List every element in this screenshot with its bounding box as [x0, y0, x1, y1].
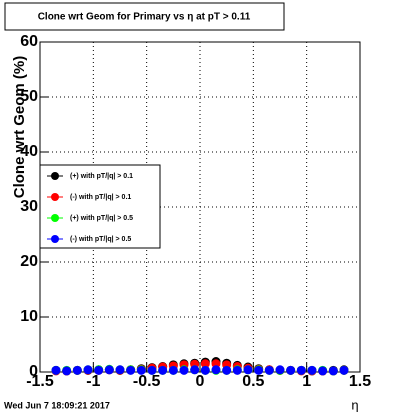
- y-tick-label: 60: [20, 33, 38, 50]
- data-point: [104, 365, 114, 375]
- legend-marker: [51, 214, 59, 222]
- data-point: [254, 365, 264, 375]
- legend-label: (+) with pT/|q| > 0.5: [70, 215, 133, 222]
- data-point: [200, 365, 210, 375]
- legend-label: (+) with pT/|q| > 0.1: [70, 173, 133, 180]
- legend-marker: [51, 172, 59, 180]
- data-point: [328, 366, 338, 376]
- data-point: [126, 365, 136, 375]
- data-point: [190, 365, 200, 375]
- x-tick-label: 1.5: [349, 373, 371, 390]
- data-point: [83, 365, 93, 375]
- x-axis-label: η: [351, 397, 358, 412]
- data-point: [179, 365, 189, 375]
- y-tick-label: 30: [20, 198, 38, 215]
- title-box: [4, 2, 285, 31]
- data-point: [62, 366, 72, 376]
- data-point: [72, 365, 82, 375]
- data-point: [275, 365, 285, 375]
- data-point: [243, 365, 253, 375]
- data-point: [232, 365, 242, 375]
- x-tick-label: 1: [302, 373, 311, 390]
- y-tick-label: 20: [20, 253, 38, 270]
- legend-box: [39, 164, 161, 249]
- chart-title: Clone wrt Geom for Primary vs η at pT > …: [38, 12, 251, 23]
- legend-marker: [51, 193, 59, 201]
- data-point: [147, 365, 157, 375]
- x-tick-label: -1.5: [26, 373, 54, 390]
- legend-marker: [51, 235, 59, 243]
- data-point: [115, 365, 125, 375]
- data-point: [158, 365, 168, 375]
- data-point: [51, 365, 61, 375]
- data-point: [168, 365, 178, 375]
- y-tick-label: 10: [20, 308, 38, 325]
- data-point: [211, 365, 221, 375]
- y-tick-label: 50: [20, 88, 38, 105]
- x-tick-label: -1: [86, 373, 100, 390]
- data-point: [264, 365, 274, 375]
- x-tick-label: 0: [196, 373, 205, 390]
- x-tick-label: 0.5: [242, 373, 264, 390]
- data-point: [339, 365, 349, 375]
- data-point: [318, 366, 328, 376]
- legend-label: (-) with pT/|q| > 0.5: [70, 236, 131, 243]
- data-point: [94, 365, 104, 375]
- y-tick-label: 40: [20, 143, 38, 160]
- y-axis-label: Clone wrt Geom (%): [11, 56, 28, 199]
- data-point: [307, 365, 317, 375]
- data-point: [222, 365, 232, 375]
- legend-label: (-) with pT/|q| > 0.1: [70, 194, 131, 201]
- data-point: [296, 365, 306, 375]
- timestamp: Wed Jun 7 18:09:21 2017: [4, 400, 110, 410]
- y-tick-label: 0: [29, 363, 38, 380]
- data-point: [136, 365, 146, 375]
- x-tick-label: -0.5: [133, 373, 161, 390]
- data-point: [286, 365, 296, 375]
